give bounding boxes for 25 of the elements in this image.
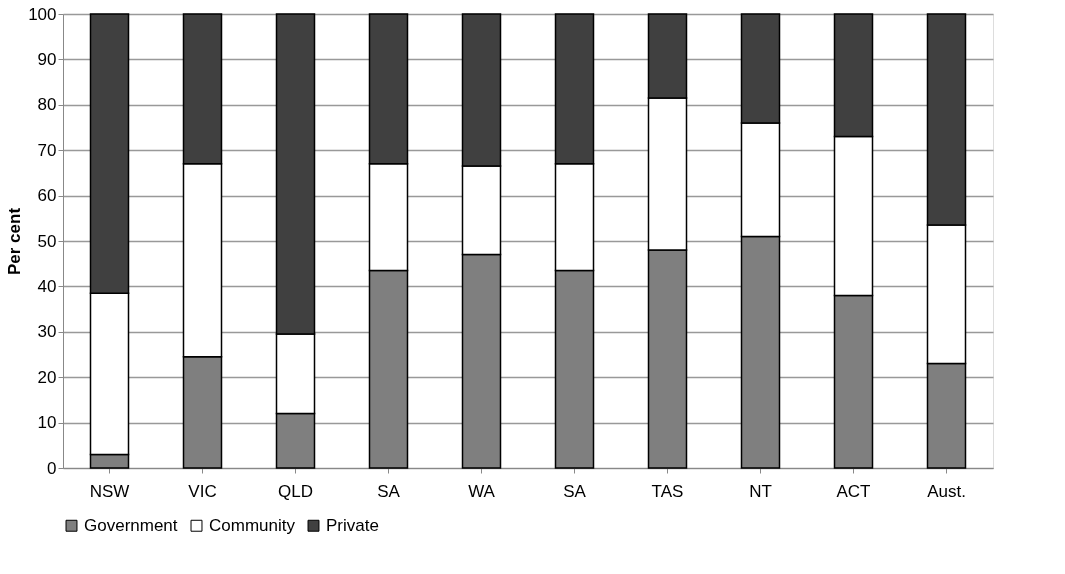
x-tick-label: WA (468, 481, 496, 501)
x-tick-label: SA (563, 481, 587, 501)
y-tick-label: 20 (37, 367, 57, 387)
x-tick-label: TAS (651, 481, 684, 501)
y-axis-title: Per cent (5, 207, 25, 276)
y-tick-label: 60 (37, 186, 57, 206)
x-tick-label: QLD (278, 481, 313, 501)
y-tick-label: 100 (28, 4, 57, 24)
x-tick-label: Aust. (927, 481, 966, 501)
x-tick-label: ACT (836, 481, 871, 501)
x-tick-label: SA (377, 481, 401, 501)
x-tick-label: NSW (89, 481, 130, 501)
y-tick-label: 50 (37, 231, 57, 251)
y-tick-label: 30 (37, 322, 57, 342)
y-tick-label: 10 (37, 413, 57, 433)
legend-label: Community (209, 515, 296, 535)
x-tick-label: VIC (188, 481, 217, 501)
y-tick-label: 0 (47, 458, 57, 478)
y-tick-label: 90 (37, 49, 57, 69)
legend-label: Private (326, 515, 379, 535)
y-tick-label: 40 (37, 276, 57, 296)
y-tick-label: 70 (37, 140, 57, 160)
y-tick-label: 80 (37, 95, 57, 115)
x-tick-label: NT (749, 481, 772, 501)
legend-label: Government (84, 515, 178, 535)
